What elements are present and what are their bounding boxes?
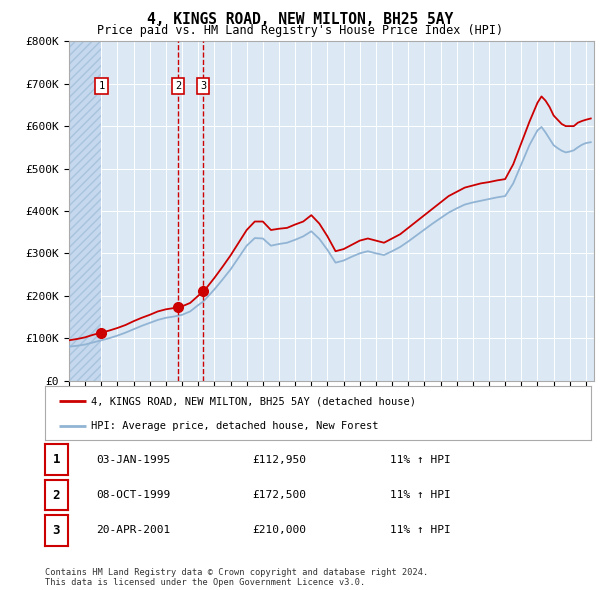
Text: 11% ↑ HPI: 11% ↑ HPI bbox=[390, 526, 451, 535]
Text: £172,500: £172,500 bbox=[252, 490, 306, 500]
Text: 3: 3 bbox=[200, 81, 206, 91]
Text: Contains HM Land Registry data © Crown copyright and database right 2024.
This d: Contains HM Land Registry data © Crown c… bbox=[45, 568, 428, 587]
Text: 11% ↑ HPI: 11% ↑ HPI bbox=[390, 490, 451, 500]
Text: 3: 3 bbox=[53, 524, 60, 537]
Text: £112,950: £112,950 bbox=[252, 455, 306, 464]
Text: 2: 2 bbox=[175, 81, 181, 91]
Text: 4, KINGS ROAD, NEW MILTON, BH25 5AY: 4, KINGS ROAD, NEW MILTON, BH25 5AY bbox=[147, 12, 453, 27]
Text: HPI: Average price, detached house, New Forest: HPI: Average price, detached house, New … bbox=[91, 421, 379, 431]
Text: £210,000: £210,000 bbox=[252, 526, 306, 535]
Text: 11% ↑ HPI: 11% ↑ HPI bbox=[390, 455, 451, 464]
Text: 4, KINGS ROAD, NEW MILTON, BH25 5AY (detached house): 4, KINGS ROAD, NEW MILTON, BH25 5AY (det… bbox=[91, 396, 416, 407]
Bar bbox=[69, 41, 101, 381]
Text: 20-APR-2001: 20-APR-2001 bbox=[96, 526, 170, 535]
Text: 1: 1 bbox=[98, 81, 104, 91]
Text: 08-OCT-1999: 08-OCT-1999 bbox=[96, 490, 170, 500]
Text: 2: 2 bbox=[53, 489, 60, 502]
Text: 1: 1 bbox=[53, 453, 60, 466]
Text: 03-JAN-1995: 03-JAN-1995 bbox=[96, 455, 170, 464]
Text: Price paid vs. HM Land Registry's House Price Index (HPI): Price paid vs. HM Land Registry's House … bbox=[97, 24, 503, 37]
